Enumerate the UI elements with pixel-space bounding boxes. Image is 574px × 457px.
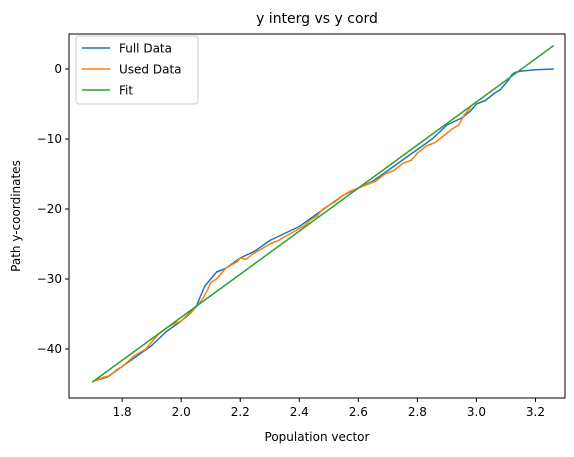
legend: Full Data Used Data Fit [75, 35, 199, 105]
x-tick-label: 2.2 [231, 405, 250, 419]
x-tick-label: 3.2 [526, 405, 545, 419]
series-line-used-data [94, 106, 472, 382]
x-tick-label: 3.0 [467, 405, 486, 419]
x-tick-label: 2.6 [349, 405, 368, 419]
x-axis-label: Population vector [265, 430, 370, 444]
chart-title: y interg vs y cord [256, 11, 378, 27]
legend-box [75, 35, 199, 105]
y-tick-label: −20 [37, 202, 62, 216]
legend-label-full-data: Full Data [119, 42, 172, 56]
x-tick-label: 2.8 [408, 405, 427, 419]
y-tick-label: −40 [37, 342, 62, 356]
legend-label-used-data: Used Data [119, 63, 182, 77]
x-axis-ticks: 1.8 2.0 2.2 2.4 2.6 2.8 3.0 3.2 [113, 398, 545, 419]
plot-area [91, 45, 554, 383]
legend-label-fit: Fit [119, 84, 133, 98]
y-tick-label: −30 [37, 272, 62, 286]
x-tick-label: 2.4 [290, 405, 309, 419]
x-tick-label: 1.8 [113, 405, 132, 419]
y-tick-label: −10 [37, 132, 62, 146]
y-tick-label: 0 [54, 62, 62, 76]
y-axis-ticks: −40 −30 −20 −10 0 [37, 62, 69, 356]
y-axis-label: Path y-coordinates [9, 160, 23, 272]
series-line-fit [91, 45, 554, 383]
x-tick-label: 2.0 [172, 405, 191, 419]
axes-frame [68, 33, 566, 399]
